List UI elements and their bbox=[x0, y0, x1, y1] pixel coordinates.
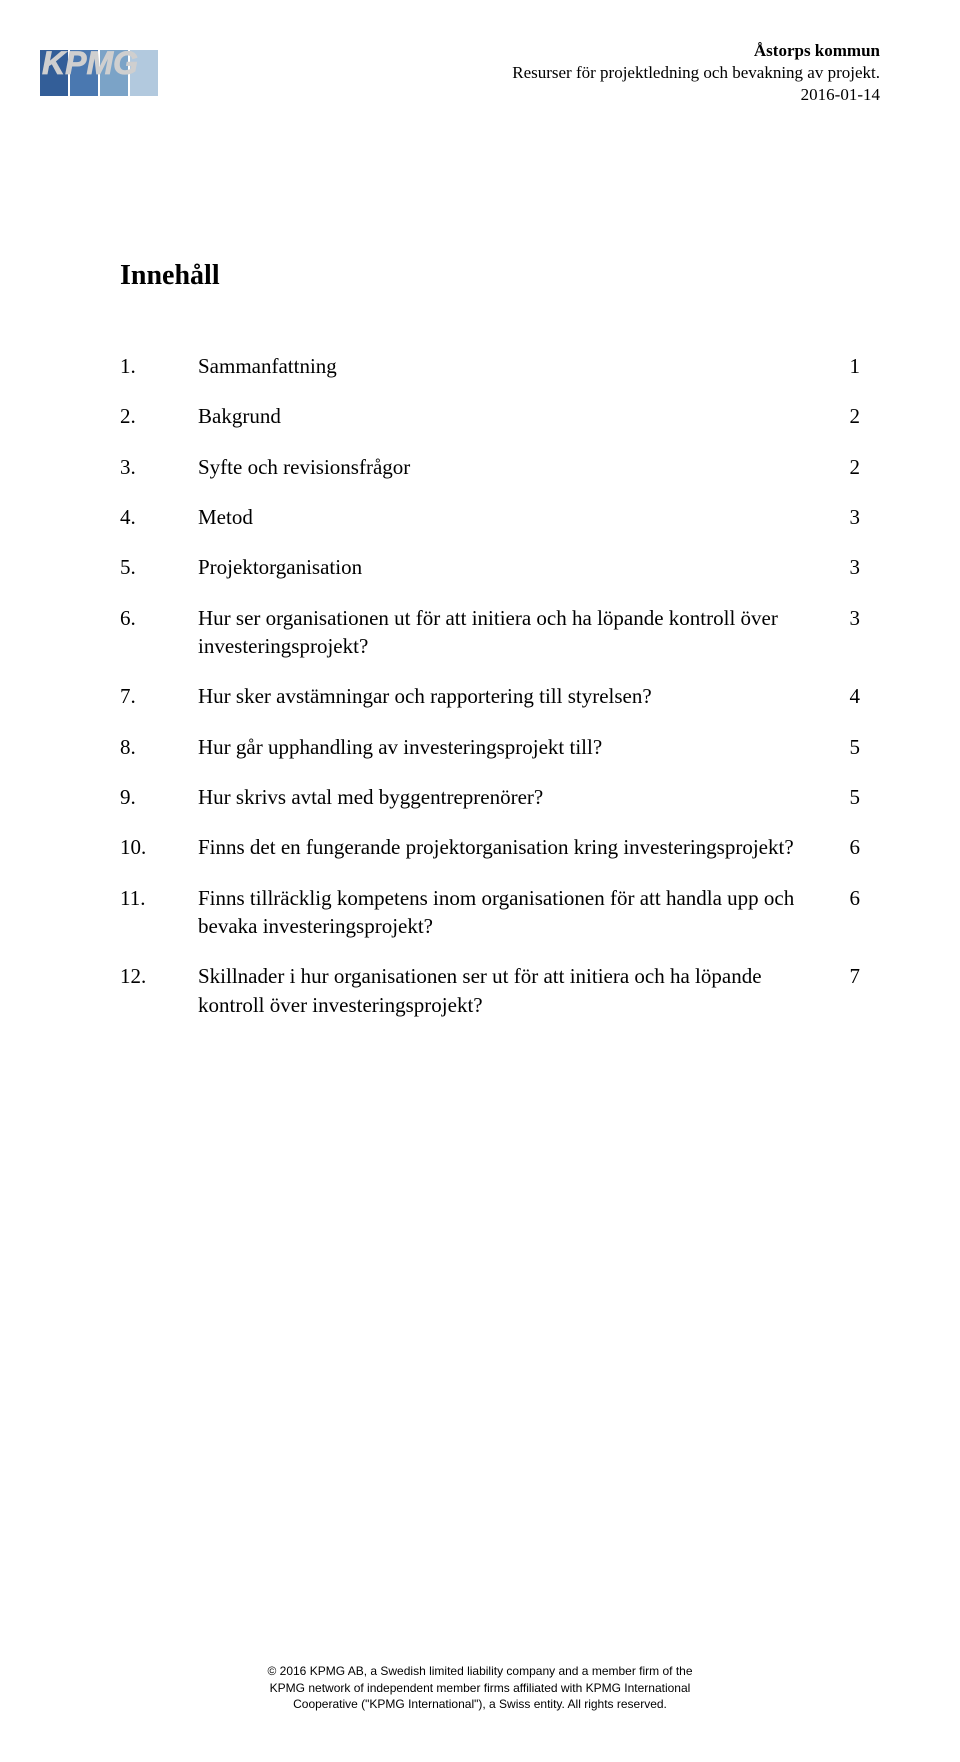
toc-row: 5. Projektorganisation 3 bbox=[120, 553, 860, 581]
toc-row: 8. Hur går upphandling av investeringspr… bbox=[120, 733, 860, 761]
toc-number: 8. bbox=[120, 733, 198, 761]
toc-number: 7. bbox=[120, 682, 198, 710]
toc-label: Metod bbox=[198, 503, 830, 531]
logo-text-outline: KPMG bbox=[42, 45, 138, 81]
page-title: Innehåll bbox=[120, 260, 860, 292]
toc-number: 9. bbox=[120, 783, 198, 811]
toc-page: 2 bbox=[830, 402, 860, 430]
toc-label: Bakgrund bbox=[198, 402, 830, 430]
toc-label: Syfte och revisionsfrågor bbox=[198, 453, 830, 481]
toc-page: 3 bbox=[830, 553, 860, 581]
toc-page: 3 bbox=[830, 503, 860, 531]
toc-number: 10. bbox=[120, 833, 198, 861]
toc-number: 11. bbox=[120, 884, 198, 941]
toc-number: 12. bbox=[120, 962, 198, 1019]
toc-label: Skillnader i hur organisationen ser ut f… bbox=[198, 962, 830, 1019]
toc-page: 3 bbox=[830, 604, 860, 661]
page-container: KPMG KPMG Åstorps kommun Resurser för pr… bbox=[0, 0, 960, 1762]
header-org: Åstorps kommun bbox=[512, 40, 880, 62]
header-block: Åstorps kommun Resurser för projektledni… bbox=[512, 40, 880, 106]
footer-line-2: KPMG network of independent member firms… bbox=[0, 1680, 960, 1696]
toc-row: 12. Skillnader i hur organisationen ser … bbox=[120, 962, 860, 1019]
toc-row: 2. Bakgrund 2 bbox=[120, 402, 860, 430]
toc-number: 3. bbox=[120, 453, 198, 481]
toc-row: 7. Hur sker avstämningar och rapporterin… bbox=[120, 682, 860, 710]
toc-label: Hur skrivs avtal med byggentreprenörer? bbox=[198, 783, 830, 811]
toc-label: Hur går upphandling av investeringsproje… bbox=[198, 733, 830, 761]
toc-label: Finns det en fungerande projektorganisat… bbox=[198, 833, 830, 861]
header-subtitle: Resurser för projektledning och bevaknin… bbox=[512, 62, 880, 84]
kpmg-logo: KPMG KPMG bbox=[40, 40, 170, 96]
toc-row: 4. Metod 3 bbox=[120, 503, 860, 531]
toc-number: 5. bbox=[120, 553, 198, 581]
table-of-contents: 1. Sammanfattning 1 2. Bakgrund 2 3. Syf… bbox=[120, 352, 860, 1019]
footer-line-1: © 2016 KPMG AB, a Swedish limited liabil… bbox=[0, 1663, 960, 1679]
toc-number: 2. bbox=[120, 402, 198, 430]
toc-page: 4 bbox=[830, 682, 860, 710]
header-date: 2016-01-14 bbox=[512, 84, 880, 106]
toc-number: 1. bbox=[120, 352, 198, 380]
toc-number: 4. bbox=[120, 503, 198, 531]
toc-label: Sammanfattning bbox=[198, 352, 830, 380]
toc-row: 1. Sammanfattning 1 bbox=[120, 352, 860, 380]
toc-page: 6 bbox=[830, 884, 860, 941]
footer: © 2016 KPMG AB, a Swedish limited liabil… bbox=[0, 1663, 960, 1712]
toc-label: Projektorganisation bbox=[198, 553, 830, 581]
toc-page: 5 bbox=[830, 783, 860, 811]
toc-row: 3. Syfte och revisionsfrågor 2 bbox=[120, 453, 860, 481]
toc-row: 6. Hur ser organisationen ut för att ini… bbox=[120, 604, 860, 661]
toc-page: 5 bbox=[830, 733, 860, 761]
toc-row: 10. Finns det en fungerande projektorgan… bbox=[120, 833, 860, 861]
toc-page: 6 bbox=[830, 833, 860, 861]
toc-number: 6. bbox=[120, 604, 198, 661]
toc-row: 9. Hur skrivs avtal med byggentreprenöre… bbox=[120, 783, 860, 811]
toc-page: 1 bbox=[830, 352, 860, 380]
toc-page: 2 bbox=[830, 453, 860, 481]
footer-line-3: Cooperative ("KPMG International"), a Sw… bbox=[0, 1696, 960, 1712]
toc-row: 11. Finns tillräcklig kompetens inom org… bbox=[120, 884, 860, 941]
toc-label: Hur sker avstämningar och rapportering t… bbox=[198, 682, 830, 710]
toc-page: 7 bbox=[830, 962, 860, 1019]
toc-label: Hur ser organisationen ut för att initie… bbox=[198, 604, 830, 661]
toc-label: Finns tillräcklig kompetens inom organis… bbox=[198, 884, 830, 941]
